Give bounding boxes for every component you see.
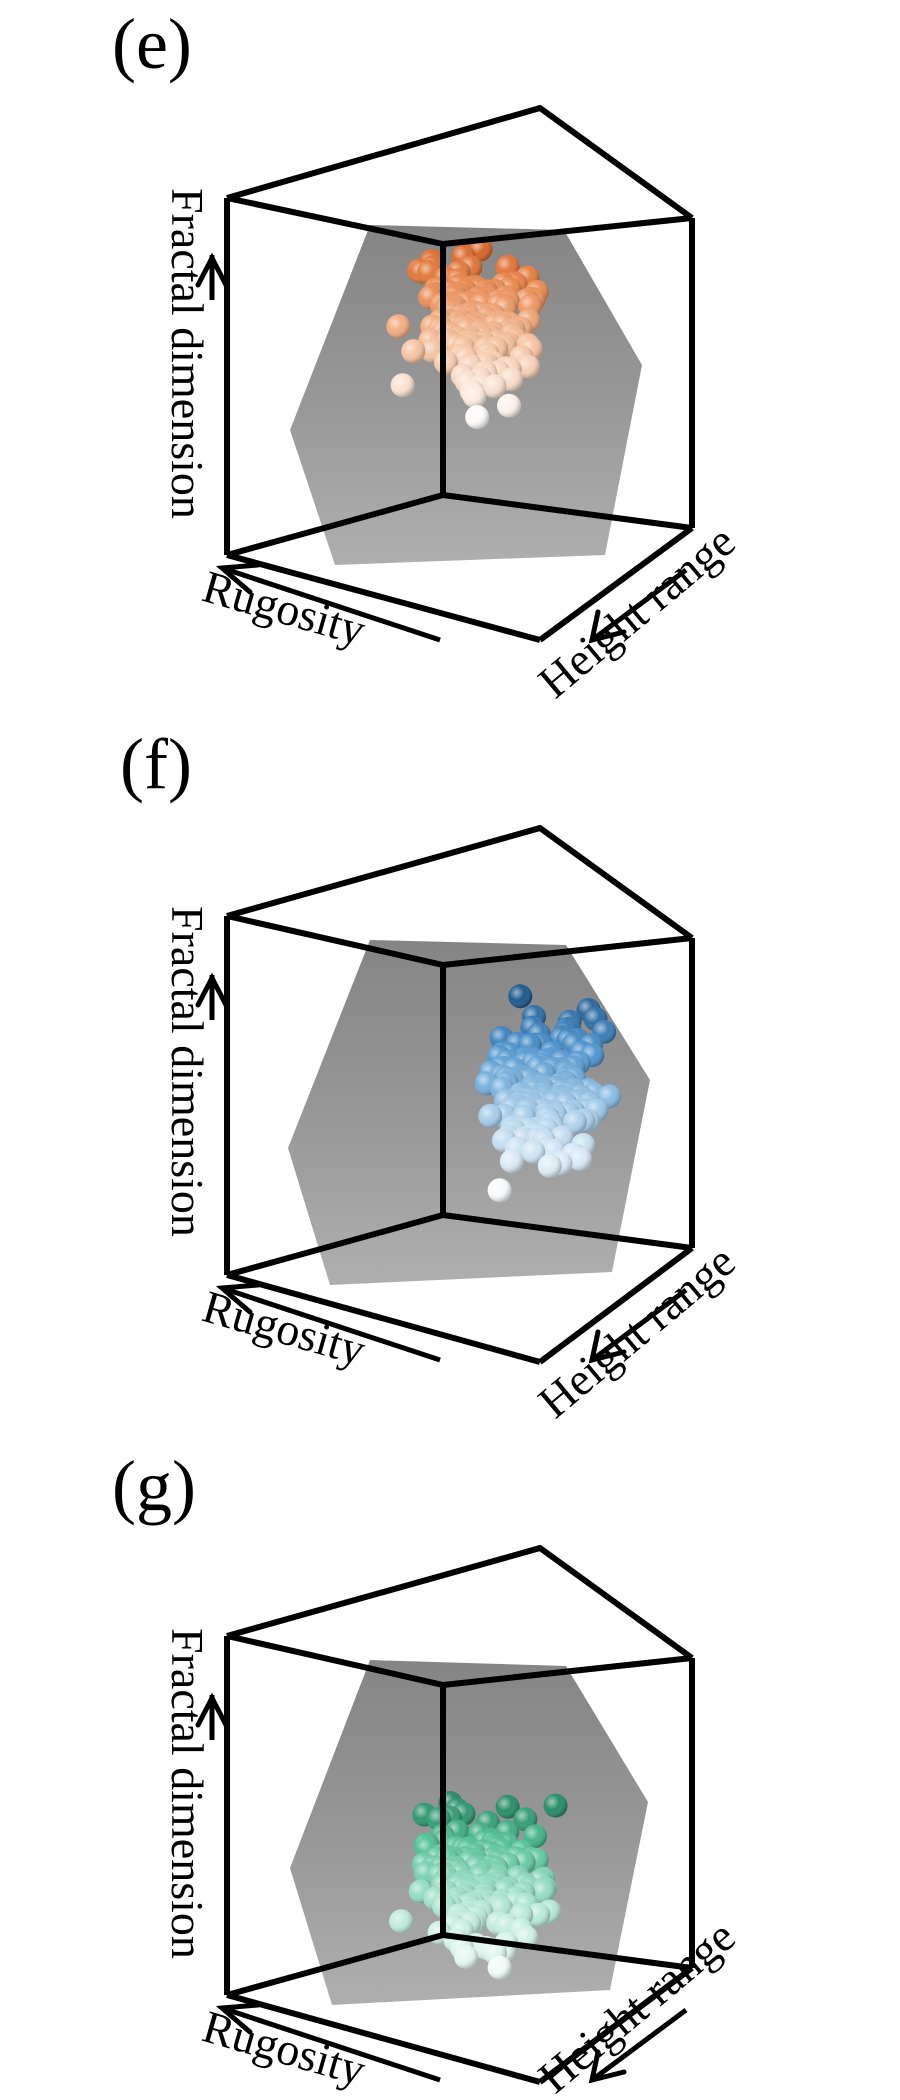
z-axis-label: Fractal dimension (162, 906, 213, 1237)
data-point-highlight (499, 1149, 524, 1174)
panel-f: (f) Fractal dimension Rugosity Height ra… (120, 724, 744, 1428)
point-cloud (474, 984, 622, 1203)
data-point-highlight (465, 405, 490, 430)
data-point-highlight (389, 1909, 414, 1934)
data-point-highlight (567, 1147, 592, 1172)
panel-label: (g) (112, 1446, 196, 1526)
data-point-highlight (508, 984, 533, 1009)
x-axis-label: Rugosity (197, 1281, 371, 1376)
z-axis-label: Fractal dimension (162, 188, 213, 519)
axis-arrows (195, 252, 688, 644)
data-point-highlight (495, 1794, 520, 1819)
bounding-box (224, 825, 695, 1365)
axis-arrows (195, 972, 688, 1364)
axis-arrows (195, 1692, 688, 2084)
panel-label: (f) (120, 724, 192, 804)
x-axis-label: Rugosity (197, 561, 371, 656)
data-point-highlight (537, 1153, 562, 1178)
bounding-box (224, 1545, 695, 2085)
data-point-highlight (390, 373, 415, 398)
panel-e: (e) Fractal dimension Rugosity Height ra… (112, 4, 744, 708)
data-point-highlight (531, 1879, 556, 1904)
panel-label: (e) (112, 4, 192, 84)
point-cloud (386, 237, 549, 430)
data-point-highlight (487, 1178, 512, 1203)
data-point-highlight (478, 1103, 503, 1128)
data-point-highlight (454, 1944, 479, 1969)
bounding-box (224, 105, 695, 643)
data-point-highlight (482, 374, 507, 399)
data-point-highlight (521, 1139, 546, 1164)
data-point-highlight (386, 314, 411, 339)
panel-g: (g) Fractal dimension Rugosity Height ra… (112, 1446, 744, 2100)
z-axis-label: Fractal dimension (162, 1628, 213, 1959)
data-point-highlight (487, 1955, 512, 1980)
data-point-highlight (462, 384, 487, 408)
data-point-highlight (497, 393, 521, 418)
data-point-highlight (401, 339, 426, 364)
data-point-highlight (526, 1902, 551, 1927)
data-point-highlight (515, 354, 540, 379)
x-axis-label: Rugosity (197, 2001, 371, 2096)
data-point-highlight (543, 1793, 568, 1818)
